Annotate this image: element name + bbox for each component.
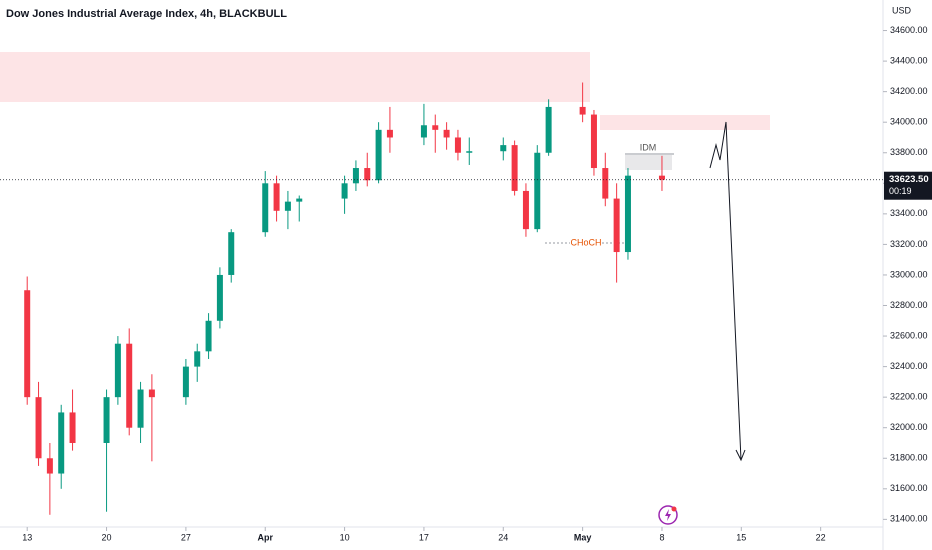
candle-body [137, 389, 144, 428]
candle-body [534, 152, 541, 230]
projection-path [709, 121, 742, 461]
y-tick-label: 32000.00 [890, 422, 928, 432]
candle-body [228, 232, 235, 275]
candle-body [35, 397, 42, 459]
candle-body [420, 125, 427, 138]
candle-body [454, 137, 461, 153]
currency: USD [892, 5, 912, 15]
choch-label: CHoCH [570, 237, 601, 247]
candle-body [352, 168, 359, 184]
alert-bolt [665, 509, 671, 521]
candle-body [466, 151, 473, 153]
y-tick-label: 31600.00 [890, 483, 928, 493]
candle-body [432, 125, 439, 130]
candle-body [602, 168, 609, 199]
x-tick-label: 27 [181, 532, 191, 542]
x-tick-label: 17 [419, 532, 429, 542]
countdown: 00:19 [889, 186, 912, 196]
candle-body [58, 412, 65, 474]
candle-body [126, 343, 133, 428]
candle-body [579, 106, 586, 115]
last-price-label: 33623.50 [889, 174, 929, 185]
last-price-box [884, 171, 932, 200]
candle-body [364, 168, 371, 181]
x-tick-label: 8 [659, 532, 664, 542]
candle-body [46, 458, 53, 474]
candle-body [103, 397, 110, 443]
candle-body [24, 290, 31, 398]
y-tick-label: 32600.00 [890, 330, 928, 340]
y-tick-label: 33200.00 [890, 239, 928, 249]
y-tick-label: 31400.00 [890, 514, 928, 524]
x-tick-label: Apr [257, 532, 273, 542]
y-tick-label: 34000.00 [890, 117, 928, 127]
candle-body [511, 145, 518, 191]
candle-body [341, 183, 348, 199]
plot [24, 82, 665, 515]
y-tick-label: 33400.00 [890, 208, 928, 218]
candle-body [375, 129, 382, 181]
supply-zone [600, 115, 770, 130]
y-tick-label: 32200.00 [890, 392, 928, 402]
candle-body [148, 389, 155, 398]
alert-dot [671, 506, 677, 512]
x-tick-label: 24 [498, 532, 508, 542]
y-tick-label: 34200.00 [890, 86, 928, 96]
alert-icon[interactable] [658, 505, 678, 525]
candle-body [545, 106, 552, 153]
y-tick-label: 34400.00 [890, 55, 928, 65]
x-tick-label: 22 [816, 532, 826, 542]
candle-body [114, 343, 121, 398]
candle-body [284, 201, 291, 211]
x-tick-label: 13 [22, 532, 32, 542]
x-tick-label: 10 [340, 532, 350, 542]
idm-label: IDM [640, 142, 657, 152]
y-tick-label: 34600.00 [890, 25, 928, 35]
candle-body [624, 175, 631, 253]
candle-body [69, 412, 76, 443]
candle-body [182, 366, 189, 398]
candle-body [205, 320, 212, 352]
candle-body [296, 198, 303, 202]
candle-body [500, 145, 507, 152]
candle-body [590, 114, 597, 169]
candle-body [522, 190, 529, 230]
candle-body [386, 129, 393, 138]
candle-body [443, 129, 450, 138]
idm-box [625, 155, 672, 170]
y-tick-label: 32800.00 [890, 300, 928, 310]
x-tick-label: 20 [102, 532, 112, 542]
projection-arrow [735, 449, 746, 462]
y-tick-label: 32400.00 [890, 361, 928, 371]
candle-body [194, 351, 201, 367]
y-tick-label: 31800.00 [890, 453, 928, 463]
candle-body [273, 183, 280, 211]
x-tick-label: May [574, 532, 592, 542]
y-tick-label: 33000.00 [890, 269, 928, 279]
supply-zone [0, 52, 590, 102]
chart-title: Dow Jones Industrial Average Index, 4h, … [6, 8, 287, 20]
candle-body [216, 274, 223, 321]
candle-body [613, 198, 620, 253]
x-tick-label: 15 [736, 532, 746, 542]
candle-body [262, 183, 269, 233]
candle-body [658, 175, 665, 180]
y-tick-label: 33800.00 [890, 147, 928, 157]
